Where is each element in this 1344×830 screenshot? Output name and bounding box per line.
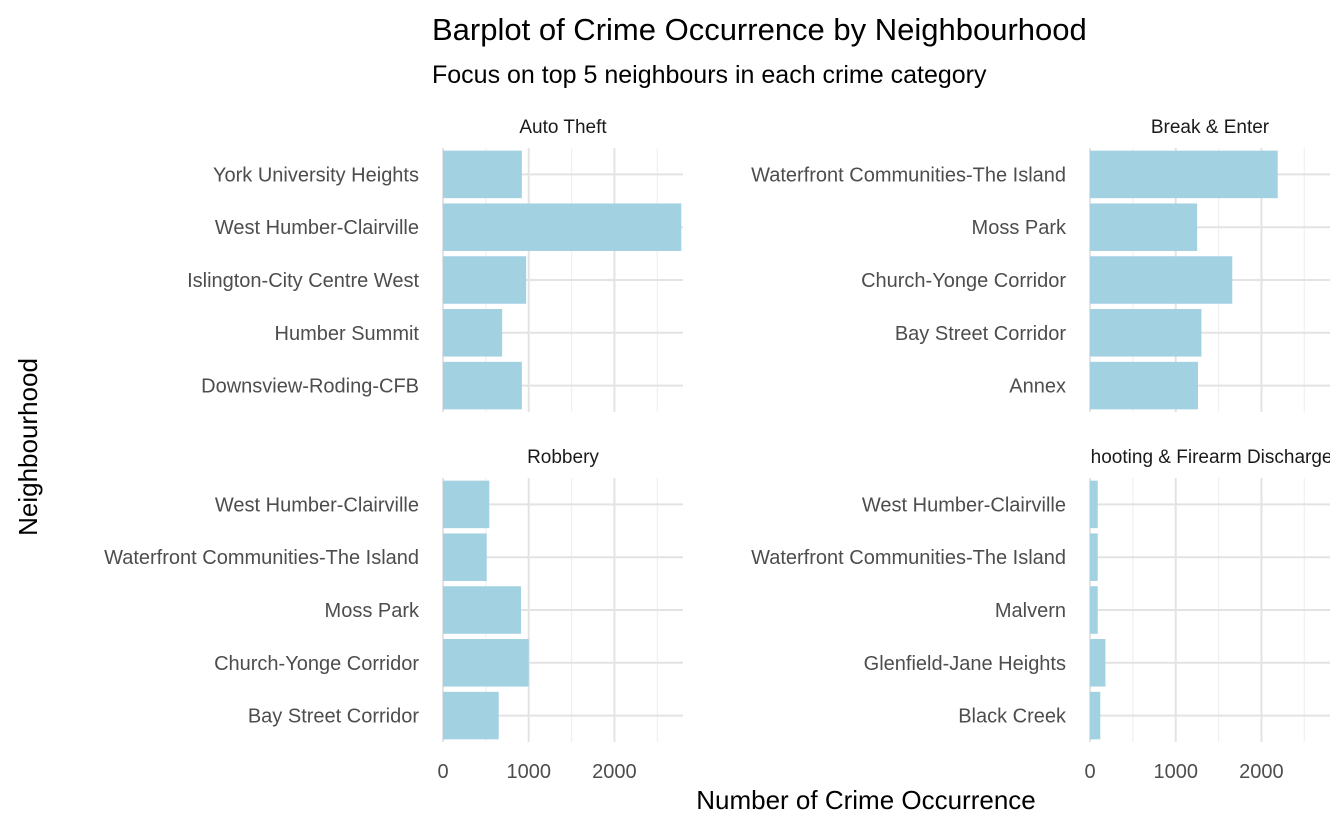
- y-tick-label: Moss Park: [972, 217, 1067, 239]
- y-tick-label: Moss Park: [325, 600, 420, 622]
- y-tick-label: Glenfield-Jane Heights: [864, 653, 1066, 675]
- x-tick-label: 0: [1084, 761, 1095, 783]
- bar: [443, 361, 522, 410]
- bar: [1090, 533, 1098, 581]
- bar: [1090, 309, 1202, 357]
- bar: [1090, 586, 1098, 634]
- bar: [1090, 256, 1233, 304]
- y-tick-label: West Humber-Clairville: [862, 494, 1066, 516]
- x-tick-label: 0: [437, 761, 448, 783]
- bar: [1090, 691, 1101, 740]
- y-tick-label: Church-Yonge Corridor: [861, 270, 1066, 292]
- y-tick-label: Bay Street Corridor: [248, 706, 420, 728]
- bar: [1090, 361, 1198, 410]
- bar: [443, 639, 529, 687]
- bar: [443, 309, 503, 357]
- y-tick-label: Waterfront Communities-The Island: [751, 164, 1066, 186]
- x-tick-label: 1000: [506, 761, 551, 783]
- y-tick-label: Annex: [1009, 376, 1066, 398]
- bar: [443, 203, 682, 251]
- y-tick-label: Waterfront Communities-The Island: [104, 547, 419, 569]
- facet-panel: West Humber-Clairville Waterfront Communi…: [751, 447, 1342, 783]
- bar: [1090, 150, 1278, 199]
- y-tick-label: Islington-City Centre West: [187, 270, 419, 292]
- facet-strip-label: Auto Theft: [519, 117, 607, 138]
- bar: [443, 691, 499, 740]
- facet-panels: York University Heights West Humber-Clair…: [104, 117, 1342, 783]
- y-tick-label: Bay Street Corridor: [895, 323, 1067, 345]
- x-tick-label: 2000: [1239, 761, 1284, 783]
- y-tick-label: Humber Summit: [275, 323, 420, 345]
- y-tick-label: York University Heights: [213, 164, 419, 186]
- facet-strip-label: Robbery: [527, 447, 599, 468]
- chart-title: Barplot of Crime Occurrence by Neighbour…: [432, 12, 1087, 47]
- bar: [443, 480, 490, 529]
- facet-panel: West Humber-Clairville Waterfront Communi…: [104, 447, 683, 783]
- facet-strip-label: Shooting & Firearm Discharges: [1078, 447, 1342, 468]
- bar: [1090, 639, 1106, 687]
- bar: [443, 256, 527, 304]
- x-tick-label: 1000: [1153, 761, 1198, 783]
- bar: [1090, 480, 1098, 529]
- y-tick-label: Malvern: [995, 600, 1066, 622]
- y-tick-label: Waterfront Communities-The Island: [751, 547, 1066, 569]
- x-tick-label: 2000: [592, 761, 637, 783]
- bar: [443, 586, 521, 634]
- bar: [1090, 203, 1198, 251]
- y-tick-label: West Humber-Clairville: [215, 217, 419, 239]
- x-axis-title: Number of Crime Occurrence: [696, 785, 1036, 815]
- facet-strip-label: Break & Enter: [1151, 117, 1270, 138]
- bar: [443, 533, 487, 581]
- y-tick-label: Downsview-Roding-CFB: [201, 376, 419, 398]
- y-tick-label: Black Creek: [958, 706, 1067, 728]
- bar: [443, 150, 522, 199]
- facet-panel: Waterfront Communities-The Island Moss Pa…: [751, 117, 1330, 412]
- y-tick-label: Church-Yonge Corridor: [214, 653, 419, 675]
- y-axis-title: Neighbourhood: [13, 358, 43, 536]
- facet-panel: York University Heights West Humber-Clair…: [187, 117, 683, 412]
- y-tick-label: West Humber-Clairville: [215, 494, 419, 516]
- chart-subtitle: Focus on top 5 neighbours in each crime …: [432, 61, 987, 89]
